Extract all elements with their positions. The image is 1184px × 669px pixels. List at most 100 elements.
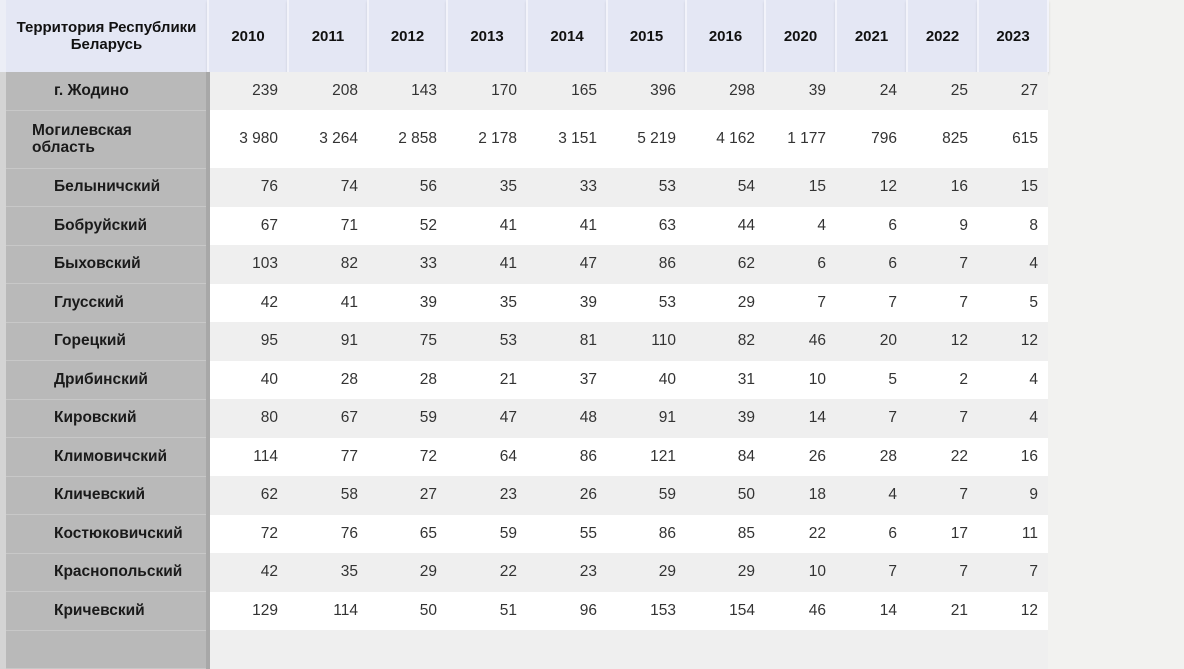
value-cell: 46 xyxy=(765,322,836,361)
value-cell: 7 xyxy=(765,283,836,322)
header-year[interactable]: 2015 xyxy=(607,0,687,72)
value-cell: 28 xyxy=(288,360,368,399)
value-cell: 5 xyxy=(836,360,907,399)
value-cell: 23 xyxy=(447,476,527,515)
value-cell: 615 xyxy=(978,110,1048,168)
value-cell: 3 264 xyxy=(288,110,368,168)
value-cell: 2 178 xyxy=(447,110,527,168)
header-year[interactable]: 2014 xyxy=(527,0,608,72)
value-cell: 23 xyxy=(527,553,607,592)
value-cell: 6 xyxy=(836,206,907,245)
value-cell: 15 xyxy=(765,168,836,207)
value-cell xyxy=(607,630,686,669)
value-cell: 12 xyxy=(978,322,1048,361)
value-cell: 53 xyxy=(447,322,527,361)
value-cell: 35 xyxy=(288,553,368,592)
value-cell: 21 xyxy=(447,360,527,399)
value-cell: 2 xyxy=(907,360,978,399)
table-row xyxy=(0,630,1048,669)
value-cell: 75 xyxy=(368,322,447,361)
header-year[interactable]: 2013 xyxy=(447,0,528,72)
value-cell: 208 xyxy=(288,72,368,110)
header-year[interactable]: 2021 xyxy=(836,0,908,72)
value-cell: 16 xyxy=(978,437,1048,476)
table-row: Глусский 42 41 39 35 39 53 29 7 7 7 5 xyxy=(0,283,1048,323)
table-row: Быховский 103 82 33 41 47 86 62 6 6 7 4 xyxy=(0,245,1048,284)
header-year[interactable]: 2010 xyxy=(208,0,289,72)
territory-name: Кличевский xyxy=(0,476,210,515)
value-cell: 62 xyxy=(208,476,288,515)
value-cell: 72 xyxy=(208,514,288,553)
header-year[interactable]: 2023 xyxy=(978,0,1049,72)
value-cell: 298 xyxy=(686,72,765,110)
value-cell: 55 xyxy=(527,514,607,553)
value-cell: 28 xyxy=(836,437,907,476)
header-territory[interactable]: Территория Республики Беларусь xyxy=(0,0,209,72)
value-cell: 91 xyxy=(607,399,686,438)
value-cell: 74 xyxy=(288,168,368,207)
value-cell: 22 xyxy=(447,553,527,592)
header-year[interactable]: 2022 xyxy=(907,0,979,72)
value-cell: 4 xyxy=(978,360,1048,399)
value-cell: 12 xyxy=(978,591,1048,630)
value-cell: 44 xyxy=(686,206,765,245)
territory-name: Белыничский xyxy=(0,168,210,207)
value-cell: 8 xyxy=(978,206,1048,245)
table-row: Краснопольский 42 35 29 22 23 29 29 10 7 7 7 xyxy=(0,553,1048,592)
table-row: Могилевская область 3 980 3 264 2 858 2 178 3… xyxy=(0,110,1048,169)
value-cell: 9 xyxy=(978,476,1048,515)
value-cell: 41 xyxy=(527,206,607,245)
value-cell: 53 xyxy=(607,168,686,207)
territory-name: Глусский xyxy=(0,283,210,323)
value-cell xyxy=(836,630,907,669)
value-cell: 42 xyxy=(208,553,288,592)
value-cell: 7 xyxy=(836,399,907,438)
value-cell: 51 xyxy=(447,591,527,630)
value-cell: 62 xyxy=(686,245,765,284)
value-cell: 10 xyxy=(765,360,836,399)
value-cell: 114 xyxy=(288,591,368,630)
table-row: Дрибинский 40 28 28 21 37 40 31 10 5 2 4 xyxy=(0,360,1048,400)
value-cell: 25 xyxy=(907,72,978,110)
value-cell: 48 xyxy=(527,399,607,438)
header-year[interactable]: 2011 xyxy=(288,0,369,72)
header-year[interactable]: 2020 xyxy=(765,0,837,72)
value-cell: 46 xyxy=(765,591,836,630)
value-cell: 12 xyxy=(907,322,978,361)
header-year[interactable]: 2016 xyxy=(686,0,766,72)
table-row: Кричевский 129 114 50 51 96 153 154 46 14 21 12 xyxy=(0,591,1048,631)
value-cell: 86 xyxy=(607,514,686,553)
value-cell: 14 xyxy=(836,591,907,630)
value-cell xyxy=(447,630,527,669)
value-cell: 7 xyxy=(907,283,978,322)
value-cell: 7 xyxy=(907,245,978,284)
value-cell: 29 xyxy=(686,553,765,592)
territory-name: Могилевская область xyxy=(0,110,210,169)
value-cell xyxy=(208,630,288,669)
value-cell: 18 xyxy=(765,476,836,515)
value-cell: 796 xyxy=(836,110,907,168)
value-cell: 71 xyxy=(288,206,368,245)
value-cell: 82 xyxy=(686,322,765,361)
header-year[interactable]: 2012 xyxy=(368,0,448,72)
table-row: Горецкий 95 91 75 53 81 110 82 46 20 12 12 xyxy=(0,322,1048,361)
territory-name: Быховский xyxy=(0,245,210,284)
value-cell: 103 xyxy=(208,245,288,284)
value-cell: 86 xyxy=(527,437,607,476)
table-body: г. Жодино 239 208 143 170 165 396 298 39 24 25 27 Мо… xyxy=(0,72,1048,669)
value-cell: 9 xyxy=(907,206,978,245)
value-cell: 2 858 xyxy=(368,110,447,168)
value-cell: 22 xyxy=(765,514,836,553)
table-row: Кировский 80 67 59 47 48 91 39 14 7 7 4 xyxy=(0,399,1048,438)
value-cell: 14 xyxy=(765,399,836,438)
value-cell: 50 xyxy=(368,591,447,630)
value-cell: 165 xyxy=(527,72,607,110)
value-cell: 26 xyxy=(527,476,607,515)
value-cell: 53 xyxy=(607,283,686,322)
value-cell: 72 xyxy=(368,437,447,476)
value-cell: 41 xyxy=(447,206,527,245)
value-cell: 31 xyxy=(686,360,765,399)
value-cell: 1 177 xyxy=(765,110,836,168)
value-cell: 825 xyxy=(907,110,978,168)
value-cell: 59 xyxy=(368,399,447,438)
